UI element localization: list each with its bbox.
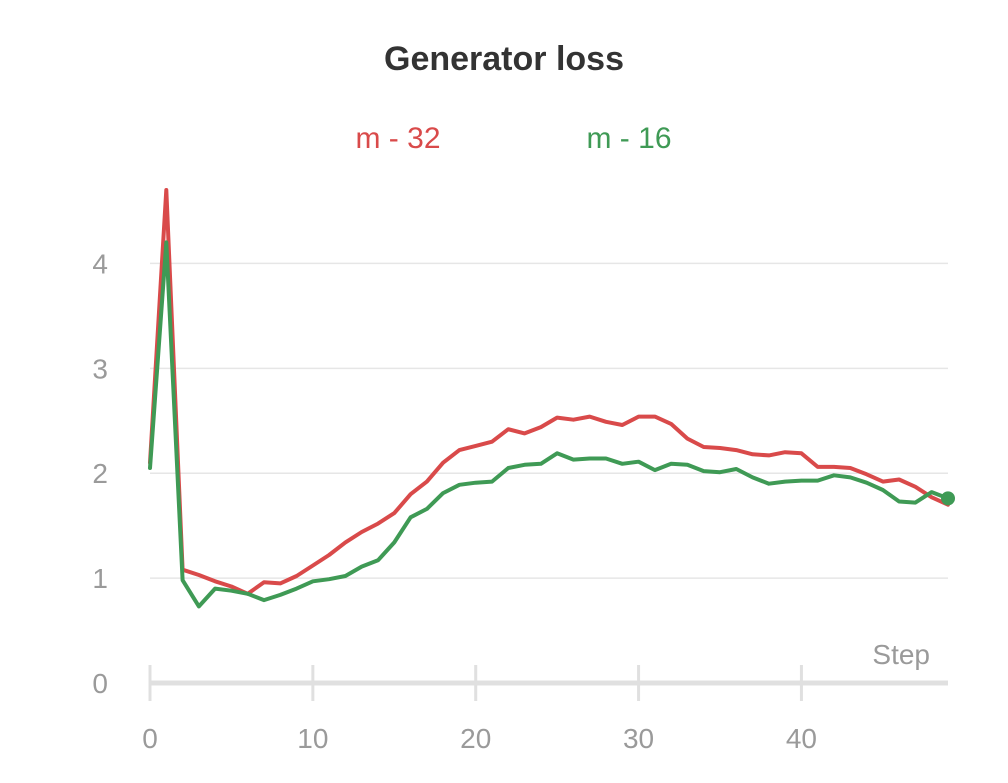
chart-title: Generator loss <box>384 40 624 78</box>
legend: m - 32 m - 16 <box>355 122 671 155</box>
end-point-marker <box>941 491 955 506</box>
y-tick-label: 2 <box>92 458 108 489</box>
x-axis-label: Step <box>872 639 930 670</box>
legend-item-m-32: m - 32 <box>355 122 440 155</box>
y-axis: 0 1 2 3 4 <box>92 248 108 699</box>
x-tick-label: 40 <box>786 723 817 754</box>
x-tick-label: 0 <box>142 723 158 754</box>
y-tick-label: 0 <box>92 668 108 699</box>
x-tick-label: 10 <box>297 723 328 754</box>
series-group <box>148 188 955 609</box>
series-line-0 <box>148 188 950 596</box>
x-tick-label: 30 <box>623 723 654 754</box>
x-axis: 0 10 20 30 40 <box>142 665 948 754</box>
y-tick-label: 4 <box>92 248 108 279</box>
legend-item-m-16: m - 16 <box>586 122 671 155</box>
y-tick-label: 1 <box>92 563 108 594</box>
series-line-1 <box>148 240 950 609</box>
grid <box>150 262 948 579</box>
y-tick-label: 3 <box>92 353 108 384</box>
x-tick-label: 20 <box>460 723 491 754</box>
